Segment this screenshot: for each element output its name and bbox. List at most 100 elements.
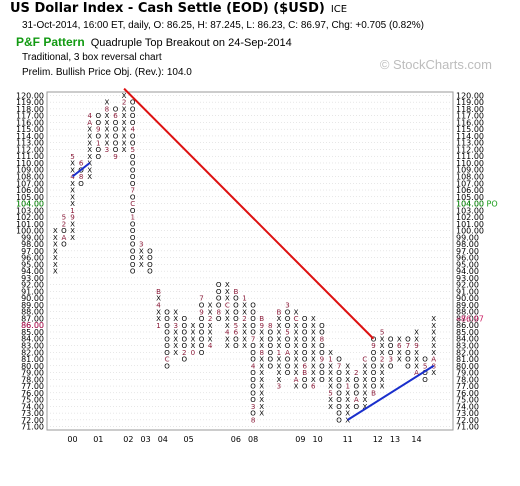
o-box: O — [130, 118, 136, 127]
y-tick-label-right: 85.00 — [456, 328, 479, 337]
y-tick-label-left: 115.00 — [16, 125, 44, 134]
o-box: O — [268, 334, 274, 343]
o-box: A — [354, 395, 359, 404]
x-box: X — [345, 409, 350, 418]
o-box: 7 — [130, 186, 135, 195]
x-box: 1 — [277, 348, 282, 357]
x-box: 5 — [380, 328, 385, 337]
y-tick-label-right: 78.00 — [456, 375, 479, 384]
o-box: O — [336, 409, 342, 418]
y-tick-label-right: 90.00 — [456, 294, 479, 303]
o-box: O — [130, 240, 136, 249]
o-box: O — [388, 348, 394, 357]
o-box: 7 — [251, 334, 256, 343]
y-tick-label-left: 108.00 — [16, 173, 44, 182]
o-box: O — [285, 334, 291, 343]
x-box: X — [311, 368, 316, 377]
o-box: O — [233, 307, 239, 316]
o-box: 8 — [320, 334, 325, 343]
x-box: X — [225, 287, 230, 296]
x-box: X — [122, 111, 127, 120]
support-trend-line — [71, 162, 91, 178]
o-box: 5 — [62, 213, 67, 222]
method-line: Traditional, 3 box reversal chart — [22, 52, 162, 63]
o-box: O — [96, 152, 102, 161]
y-tick-label-right: 100.00 — [456, 227, 484, 236]
y-tick-label-left: 117.00 — [16, 112, 44, 121]
y-tick-label-left: 72.00 — [21, 416, 44, 425]
y-tick-label-right: 95.00 — [456, 260, 479, 269]
x-box: X — [276, 375, 281, 384]
x-box: A — [414, 368, 419, 377]
y-tick-label-right: 113.00 — [456, 139, 484, 148]
x-box: X — [53, 240, 58, 249]
x-box: X — [70, 186, 75, 195]
x-box: A — [431, 355, 436, 364]
y-tick-label-right: 81.00 — [456, 355, 479, 364]
o-box: O — [336, 375, 342, 384]
x-box: X — [259, 361, 264, 370]
y-tick-label-right: 105.00 — [456, 193, 484, 202]
x-box: X — [259, 341, 264, 350]
x-box: 2 — [380, 355, 385, 364]
x-box: X — [294, 382, 299, 391]
x-box: X — [294, 361, 299, 370]
x-box: X — [122, 125, 127, 134]
y-tick-label-left: 82.00 — [21, 348, 44, 357]
y-tick-label-right: 112.00 — [456, 145, 484, 154]
o-box: O — [182, 334, 188, 343]
x-box: 3 — [105, 145, 110, 154]
o-box: O — [336, 388, 342, 397]
o-box: O — [371, 375, 377, 384]
y-tick-label-right: 114.00 — [456, 132, 484, 141]
o-box: O — [130, 246, 136, 255]
o-box: O — [354, 388, 360, 397]
o-box: O — [164, 341, 170, 350]
o-box: O — [199, 314, 205, 323]
o-box: O — [285, 361, 291, 370]
o-box: O — [371, 368, 377, 377]
o-box: 1 — [96, 138, 101, 147]
x-box: X — [431, 368, 436, 377]
o-box: O — [371, 361, 377, 370]
x-box: X — [294, 328, 299, 337]
x-box: 4 — [225, 328, 230, 337]
o-box: 7 — [337, 361, 342, 370]
x-box: X — [173, 348, 178, 357]
o-box: O — [336, 395, 342, 404]
x-box: X — [414, 348, 419, 357]
o-box: O — [199, 328, 205, 337]
o-box: O — [199, 334, 205, 343]
x-box: X — [139, 246, 144, 255]
o-box: 8 — [216, 307, 221, 316]
y-tick-label-right: 111.00 — [456, 152, 484, 161]
y-tick-label-left: 113.00 — [16, 139, 44, 148]
pattern-line: P&F Pattern Quadruple Top Breakout on 24-… — [16, 35, 292, 49]
x-tick-label: 13 — [390, 435, 400, 444]
o-box: 2 — [62, 219, 67, 228]
x-tick-label: 11 — [343, 435, 353, 444]
x-box: X — [276, 341, 281, 350]
o-box: O — [130, 219, 136, 228]
o-box: O — [96, 118, 102, 127]
o-box: O — [130, 253, 136, 262]
o-box: O — [250, 382, 256, 391]
o-box: B — [371, 388, 376, 397]
o-box: 2 — [182, 348, 187, 357]
x-box: 2 — [208, 314, 213, 323]
o-box: O — [405, 361, 411, 370]
y-tick-label-left: 104.00 — [16, 200, 44, 209]
o-box: 4 — [251, 361, 256, 370]
x-box: X — [294, 348, 299, 357]
o-box: A — [285, 348, 290, 357]
y-tick-label-right: 74.00 — [456, 402, 479, 411]
y-tick-label-left: 77.00 — [21, 382, 44, 391]
x-box: X — [122, 91, 127, 100]
y-tick-label-right: 76.00 — [456, 389, 479, 398]
o-box: O — [319, 341, 325, 350]
y-tick-label-left: 101.00 — [16, 220, 44, 229]
o-box: O — [336, 382, 342, 391]
o-box: O — [285, 341, 291, 350]
o-box: 5 — [285, 328, 290, 337]
o-box: 4 — [130, 125, 135, 134]
